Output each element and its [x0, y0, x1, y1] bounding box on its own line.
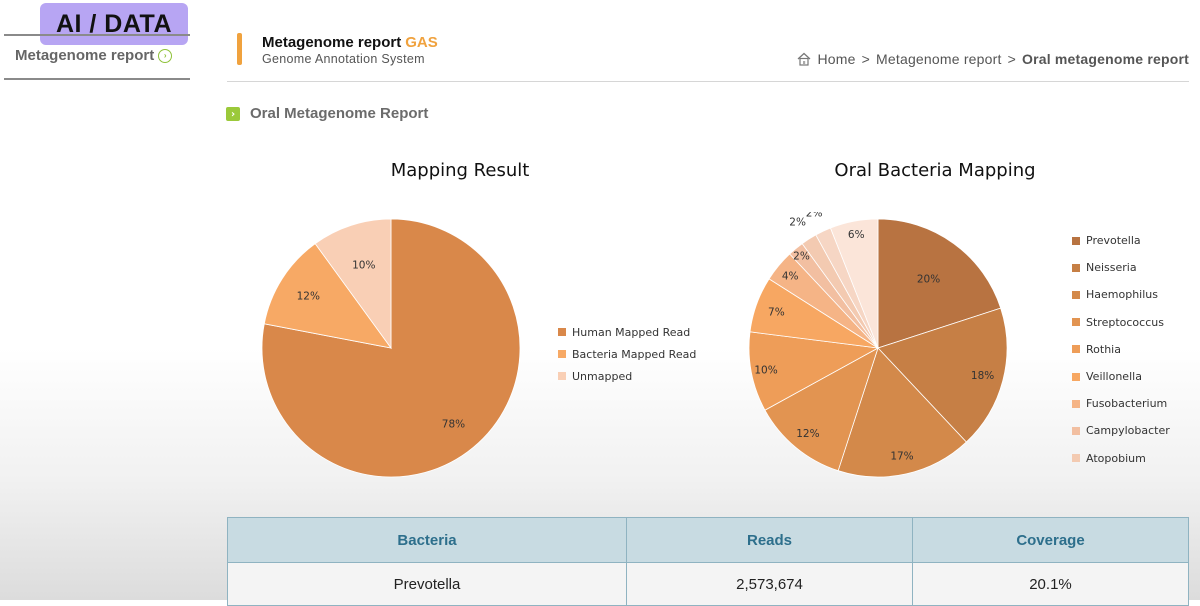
- chart-title-mapping-result: Mapping Result: [390, 160, 530, 181]
- cell-bacteria: Prevotella: [227, 562, 627, 606]
- legend-label: Human Mapped Read: [572, 325, 691, 339]
- legend-swatch: [558, 372, 566, 380]
- header-divider: [227, 81, 1189, 82]
- pie-slice-haemophilus: [837, 347, 967, 478]
- legend-item: Neisseria: [1072, 254, 1170, 281]
- pie-data-label: 10%: [754, 364, 777, 376]
- pie-slice-other-10: [829, 218, 879, 349]
- pie-data-label: 2%: [789, 216, 806, 228]
- legend-item: Campylobacter: [1072, 417, 1170, 444]
- pie-data-label: 12%: [297, 290, 320, 302]
- legend-swatch: [1072, 345, 1080, 354]
- ai-data-badge: AI / DATA: [40, 3, 188, 45]
- breadcrumb-current: Oral metagenome report: [1022, 51, 1189, 67]
- legend-label: Haemophilus: [1086, 288, 1158, 302]
- pie-slice-neisseria: [877, 307, 1008, 443]
- mapping-result-pie-chart: 78% 12% 10%: [261, 218, 521, 478]
- home-icon[interactable]: [797, 52, 811, 66]
- page-title: Metagenome report GAS: [262, 34, 438, 51]
- breadcrumb-home[interactable]: Home: [817, 51, 856, 67]
- column-header-reads[interactable]: Reads: [626, 517, 913, 563]
- mapping-result-legend: Human Mapped Read Bacteria Mapped Read Unm…: [558, 321, 696, 387]
- page-title-accent: GAS: [405, 34, 438, 51]
- pie-slice-rothia: [748, 331, 880, 411]
- column-header-coverage[interactable]: Coverage: [912, 517, 1189, 563]
- legend-label: Streptococcus: [1086, 315, 1164, 329]
- legend-label: Bacteria Mapped Read: [572, 347, 697, 361]
- pie-slice-streptococcus: [764, 347, 879, 472]
- pie-data-label: 2%: [806, 212, 823, 219]
- table-row[interactable]: Prevotella 2,573,674 20.1%: [227, 562, 1189, 606]
- legend-item: Human Mapped Read: [558, 321, 696, 343]
- legend-item: Veillonella: [1072, 363, 1170, 390]
- pie-data-label: 2%: [793, 251, 810, 263]
- pie-data-label: 10%: [352, 259, 375, 271]
- bacteria-table: Bacteria Reads Coverage Prevotella 2,573…: [227, 517, 1189, 606]
- legend-swatch: [1072, 372, 1080, 381]
- legend-label: Rothia: [1086, 342, 1121, 356]
- sidebar-item-metagenome-report[interactable]: Metagenome report ›: [15, 47, 173, 64]
- sidebar-top-divider: [4, 34, 190, 36]
- legend-swatch: [1072, 318, 1080, 327]
- legend-label: Campylobacter: [1086, 424, 1170, 438]
- section-arrow-icon: ›: [226, 107, 240, 121]
- legend-swatch: [558, 328, 566, 336]
- table-header-row: Bacteria Reads Coverage: [227, 517, 1189, 563]
- oral-bacteria-pie-chart: 20%18%17%12%10%7%4%2%2%2%6%: [748, 212, 1008, 478]
- pie-slice-unmapped: [314, 218, 392, 350]
- pie-data-label: 6%: [848, 229, 865, 241]
- legend-swatch: [1072, 263, 1080, 272]
- cell-coverage: 20.1%: [912, 562, 1189, 606]
- pie-data-label: 78%: [442, 419, 465, 431]
- cell-reads: 2,573,674: [626, 562, 913, 606]
- legend-label: Prevotella: [1086, 234, 1141, 248]
- legend-item: Rothia: [1072, 336, 1170, 363]
- legend-item: Prevotella: [1072, 227, 1170, 254]
- section-title: Oral Metagenome Report: [250, 105, 429, 122]
- legend-label: Atopobium: [1086, 451, 1146, 465]
- chevron-right-circle-icon: ›: [158, 48, 173, 63]
- header-accent-bar: [237, 33, 242, 65]
- legend-item: Atopobium: [1072, 445, 1170, 472]
- oral-bacteria-legend: Prevotella Neisseria Haemophilus Streptococ…: [1072, 227, 1170, 472]
- legend-swatch: [1072, 454, 1080, 463]
- pie-slice-bacteria-mapped-read: [263, 243, 392, 349]
- pie-data-label: 4%: [782, 270, 799, 282]
- legend-item: Streptococcus: [1072, 309, 1170, 336]
- legend-item: Bacteria Mapped Read: [558, 343, 696, 365]
- sidebar-bottom-divider: [4, 78, 190, 80]
- pie-data-label: 18%: [971, 370, 994, 382]
- pie-data-label: 12%: [796, 428, 819, 440]
- legend-item: Unmapped: [558, 365, 696, 387]
- pie-data-label: 20%: [917, 273, 940, 285]
- legend-label: Veillonella: [1086, 370, 1142, 384]
- legend-item: Haemophilus: [1072, 281, 1170, 308]
- pie-data-label: 17%: [890, 450, 913, 462]
- legend-label: Neisseria: [1086, 261, 1137, 275]
- legend-swatch: [1072, 426, 1080, 435]
- legend-swatch: [1072, 236, 1080, 245]
- chart-title-oral-bacteria-mapping: Oral Bacteria Mapping: [834, 160, 1036, 181]
- breadcrumb-metagenome-report[interactable]: Metagenome report: [876, 51, 1002, 67]
- legend-swatch: [558, 350, 566, 358]
- column-header-bacteria[interactable]: Bacteria: [227, 517, 627, 563]
- legend-item: Fusobacterium: [1072, 390, 1170, 417]
- pie-data-label: 7%: [768, 306, 785, 318]
- legend-swatch: [1072, 290, 1080, 299]
- sidebar-item-label: Metagenome report: [15, 47, 155, 64]
- breadcrumb-separator: >: [861, 51, 871, 67]
- breadcrumb-separator: >: [1007, 51, 1016, 67]
- legend-label: Unmapped: [572, 369, 633, 383]
- pie-slice-prevotella: [877, 218, 1002, 349]
- breadcrumb: Home > Metagenome report > Oral metageno…: [797, 51, 1189, 67]
- legend-label: Fusobacterium: [1086, 397, 1168, 411]
- page-subtitle: Genome Annotation System: [262, 52, 425, 66]
- page-title-text: Metagenome report: [262, 34, 402, 51]
- legend-swatch: [1072, 399, 1080, 408]
